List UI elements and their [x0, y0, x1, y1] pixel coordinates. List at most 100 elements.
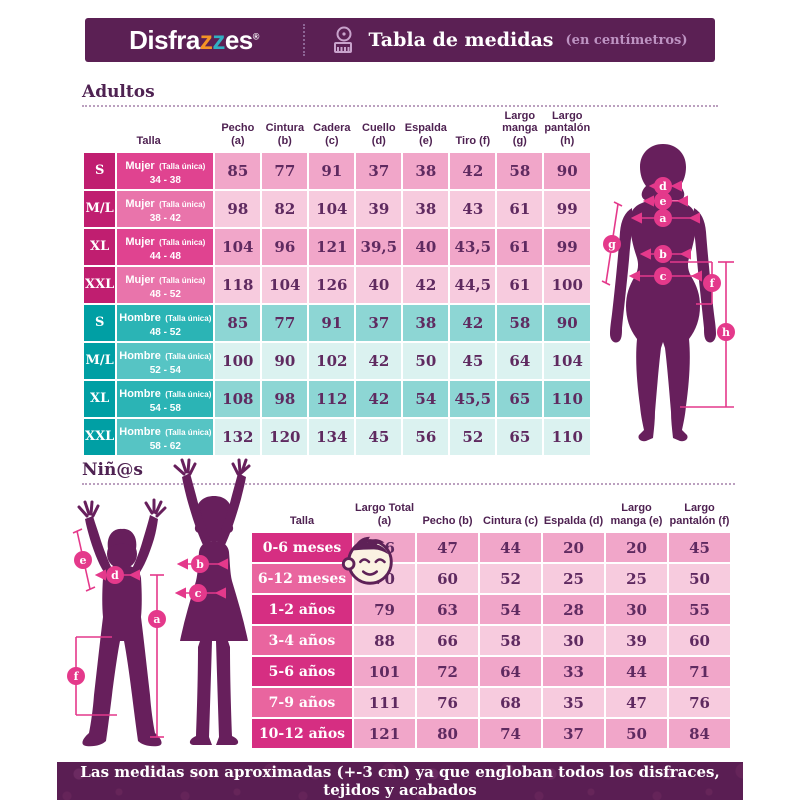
value-cell: 38	[403, 190, 449, 227]
logo-text-end: es	[224, 24, 253, 55]
col-header-talla: Talla	[136, 134, 161, 147]
value-cell: 90	[262, 342, 308, 379]
group-range: 48 - 52	[149, 288, 181, 300]
value-cell: 60	[669, 626, 730, 655]
value-cell: 100	[544, 266, 591, 303]
col-header-largo-pantalon: Largo pantalón (f)	[669, 502, 730, 527]
measure-label-h: h	[717, 323, 735, 341]
col-header-cuello: Cuello (d)	[362, 122, 396, 147]
value-cell: 76	[669, 688, 730, 717]
value-cell: 40	[403, 228, 449, 265]
baby-face-icon	[341, 536, 393, 585]
value-cell: 76	[417, 688, 478, 717]
value-cell: 91	[309, 304, 355, 341]
value-cell: 47	[606, 688, 667, 717]
size-cell: 0-6 meses	[252, 533, 352, 562]
value-cell: 33	[543, 657, 604, 686]
value-cell: 96	[262, 228, 308, 265]
value-cell: 104	[544, 342, 591, 379]
svg-text:b: b	[196, 558, 204, 571]
banner-divider	[303, 24, 305, 56]
footer-bar: Las medidas son aproximadas (+-3 cm) ya …	[57, 762, 743, 800]
value-cell: 42	[403, 266, 449, 303]
value-cell: 39	[606, 626, 667, 655]
measure-label-d: d	[654, 177, 672, 195]
group-cell: Mujer (Talla única) 48 - 52	[117, 266, 214, 303]
group-cell: Hombre (Talla única) 58 - 62	[117, 418, 214, 455]
value-cell: 72	[417, 657, 478, 686]
value-cell: 80	[417, 719, 478, 748]
value-cell: 45,5	[450, 380, 496, 417]
col-header-pecho: Pecho (b)	[422, 514, 473, 527]
group-range: 38 - 42	[149, 212, 181, 224]
size-cell: XL	[84, 380, 116, 417]
group-cell: Mujer (Talla única) 44 - 48	[117, 228, 214, 265]
value-cell: 100	[215, 342, 261, 379]
svg-text:f: f	[710, 277, 716, 290]
svg-text:d: d	[659, 180, 667, 193]
group-range: 58 - 62	[149, 440, 181, 452]
value-cell: 102	[309, 342, 355, 379]
value-cell: 99	[544, 228, 591, 265]
measuring-tape-icon	[334, 26, 353, 53]
svg-text:c: c	[195, 587, 202, 600]
svg-text:b: b	[659, 248, 667, 261]
measure-label-e: e	[654, 192, 672, 210]
value-cell: 112	[309, 380, 355, 417]
value-cell: 44	[480, 533, 541, 562]
measure-label-a: a	[654, 209, 672, 227]
value-cell: 58	[497, 152, 543, 189]
table-row: M/L Mujer (Talla única) 38 - 42 98 82 104 39…	[84, 190, 591, 227]
adult-measurement-figure: d e a b c g f h	[601, 144, 735, 442]
value-cell: 37	[356, 304, 402, 341]
group-name: Hombre	[119, 425, 161, 438]
group-name: Hombre	[119, 311, 161, 324]
size-cell: 7-9 años	[252, 688, 352, 717]
table-row: XL Mujer (Talla única) 44 - 48 104 96 121 39…	[84, 228, 591, 265]
svg-text:h: h	[722, 326, 730, 339]
group-range: 54 - 58	[149, 402, 181, 414]
value-cell: 50	[606, 719, 667, 748]
size-cell: 5-6 años	[252, 657, 352, 686]
value-cell: 45	[356, 418, 402, 455]
value-cell: 42	[356, 342, 402, 379]
value-cell: 30	[543, 626, 604, 655]
kids-size-table: Talla Largo Total (a) Pecho (b) Cintura …	[250, 495, 732, 750]
table-row: S Mujer (Talla única) 34 - 38 85 77 91 37 38 4…	[84, 152, 591, 189]
table-row: 3-4 años 88 66 58 30 39 60	[252, 626, 730, 655]
size-cell: S	[84, 152, 116, 189]
group-name: Hombre	[119, 349, 161, 362]
value-cell: 45	[669, 533, 730, 562]
value-cell: 37	[543, 719, 604, 748]
value-cell: 132	[215, 418, 261, 455]
group-range: 48 - 52	[149, 326, 181, 338]
table-row: S Hombre (Talla única) 48 - 52 85 77 91 37 38…	[84, 304, 591, 341]
measurement-labels: d e a b c g f h	[603, 177, 735, 341]
size-cell: M/L	[84, 190, 116, 227]
logo-z-orange: z	[199, 24, 213, 55]
measure-label-f: f	[703, 274, 721, 292]
measure-label-g: g	[603, 235, 621, 253]
size-cell: M/L	[84, 342, 116, 379]
svg-text:e: e	[660, 195, 667, 208]
value-cell: 104	[215, 228, 261, 265]
table-row: 10-12 años 121 80 74 37 50 84	[252, 719, 730, 748]
size-cell: XXL	[84, 266, 116, 303]
value-cell: 54	[403, 380, 449, 417]
col-header-tiro: Tiro (f)	[455, 134, 491, 147]
brand-logo: Disfrazzes®	[85, 25, 303, 56]
footer-note: Las medidas son aproximadas (+-3 cm) ya …	[80, 763, 720, 799]
col-header-largo-manga: Largo manga (g)	[502, 110, 538, 147]
value-cell: 98	[215, 190, 261, 227]
col-header-largo-total: Largo Total (a)	[354, 502, 415, 527]
value-cell: 43	[450, 190, 496, 227]
value-cell: 20	[606, 533, 667, 562]
group-name: Mujer	[125, 197, 155, 210]
value-cell: 39	[356, 190, 402, 227]
group-cell: Mujer (Talla única) 34 - 38	[117, 152, 214, 189]
value-cell: 38	[403, 152, 449, 189]
value-cell: 88	[354, 626, 415, 655]
measure-label-d: d	[106, 566, 124, 584]
group-note: (Talla única)	[165, 313, 212, 323]
value-cell: 37	[356, 152, 402, 189]
